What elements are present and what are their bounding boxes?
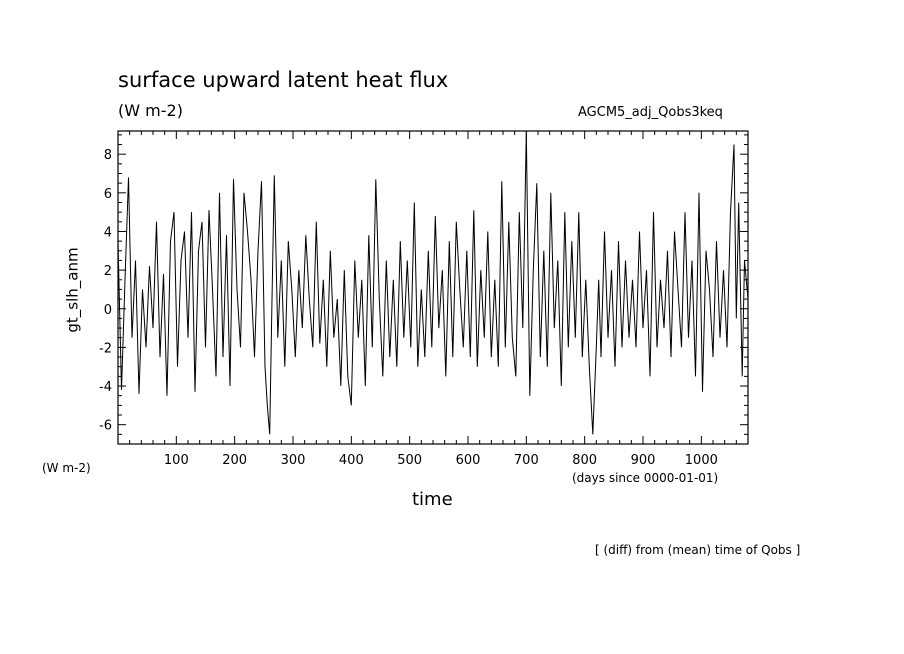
units-label-top: (W m-2) xyxy=(118,101,183,120)
x-tick-label: 500 xyxy=(397,453,422,468)
y-tick-label: 6 xyxy=(104,187,112,202)
x-tick-label: 1000 xyxy=(685,453,718,468)
x-tick-label: 700 xyxy=(514,453,539,468)
axis-ticks xyxy=(118,131,748,445)
y-tick-label: 8 xyxy=(104,148,112,163)
y-tick-label: -6 xyxy=(99,419,112,434)
x-tick-label: 200 xyxy=(222,453,247,468)
x-tick-label: 300 xyxy=(281,453,306,468)
y-tick-label: -4 xyxy=(99,380,112,395)
x-tick-label: 900 xyxy=(631,453,656,468)
x-axis-label: time xyxy=(412,489,453,510)
x-tick-label: 800 xyxy=(572,453,597,468)
y-tick-label: -2 xyxy=(99,341,112,356)
y-tick-label: 2 xyxy=(104,264,112,279)
y-tick-label: 4 xyxy=(104,225,112,240)
chart-title: surface upward latent heat flux xyxy=(118,68,449,92)
experiment-label: AGCM5_adj_Qobs3keq xyxy=(578,105,723,120)
y-tick-label: 0 xyxy=(104,303,112,318)
x-units-label: (days since 0000-01-01) xyxy=(572,471,719,485)
x-tick-label: 100 xyxy=(164,453,189,468)
footnote-label: [ (diff) from (mean) time of Qobs ] xyxy=(595,543,801,557)
series-line xyxy=(117,130,749,435)
tick-labels: 100 200 300 400 500 600 700 800 900 1000 -6 -4 -2 0 2 4… xyxy=(99,148,718,468)
y-units-label: (W m-2) xyxy=(42,461,91,475)
x-tick-label: 400 xyxy=(339,453,364,468)
x-tick-label: 600 xyxy=(456,453,481,468)
